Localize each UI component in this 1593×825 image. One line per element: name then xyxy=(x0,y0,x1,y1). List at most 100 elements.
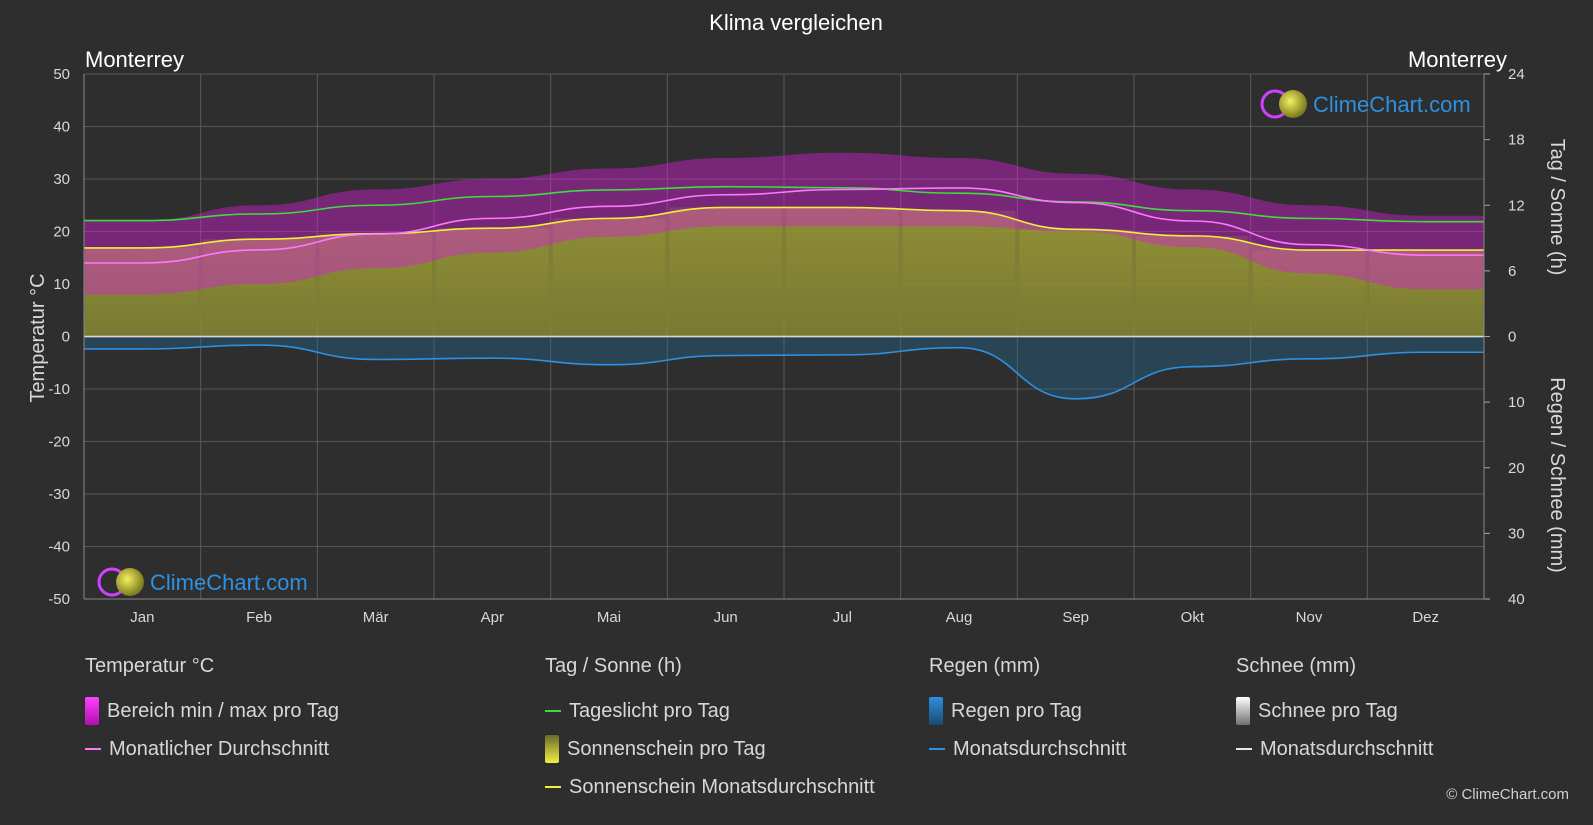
sunshine-bar xyxy=(1252,250,1366,337)
y-right-bottom-label: Regen / Schnee (mm) xyxy=(1546,377,1568,573)
y-right-bottom-tick-label: 30 xyxy=(1508,525,1525,542)
y-left-tick-label: 50 xyxy=(53,66,70,83)
rain-avg-line xyxy=(84,344,1484,400)
x-tick-label: Aug xyxy=(946,609,973,626)
legend-label: Sonnenschein Monatsdurchschnitt xyxy=(569,775,875,798)
y-left-tick-label: 40 xyxy=(53,119,70,136)
legend-label: Sonnenschein pro Tag xyxy=(567,737,766,760)
pink-line-swatch xyxy=(85,748,101,750)
location-right: Monterrey xyxy=(1408,47,1507,72)
x-tick-label: Feb xyxy=(246,609,272,626)
watermark-top-text: ClimeChart.com xyxy=(1313,92,1471,117)
chart-title: Klima vergleichen xyxy=(709,10,883,35)
y-left-tick-label: 10 xyxy=(53,276,70,293)
legend-item: Monatsdurchschnitt xyxy=(929,730,1126,768)
y-right-top-tick-label: 0 xyxy=(1508,329,1516,346)
x-tick-label: Dez xyxy=(1412,609,1439,626)
sunshine-bar xyxy=(1136,235,1249,337)
x-tick-label: Mai xyxy=(597,609,621,626)
y-right-top-tick-label: 24 xyxy=(1508,66,1525,83)
location-left: Monterrey xyxy=(85,47,184,72)
y-right-bottom-tick-label: 40 xyxy=(1508,591,1525,608)
x-tick-label: Nov xyxy=(1296,609,1323,626)
x-tick-label: Okt xyxy=(1181,609,1205,626)
legend-item: Monatsdurchschnitt xyxy=(1236,730,1433,768)
sunshine-bar xyxy=(202,239,316,337)
legend-rain-title: Regen (mm) xyxy=(929,655,1041,677)
x-tick-label: Jan xyxy=(130,609,154,626)
legend-label: Regen pro Tag xyxy=(951,699,1082,722)
legend-item: Tageslicht pro Tag xyxy=(545,692,875,730)
y-left-tick-label: 20 xyxy=(53,224,70,241)
blue-line-swatch xyxy=(929,748,945,750)
legend-rain: Regen (mm) Regen pro Tag Monatsdurchschn… xyxy=(929,655,1126,768)
y-right-top-tick-label: 12 xyxy=(1508,197,1525,214)
legend-sun: Tag / Sonne (h) Tageslicht pro Tag Sonne… xyxy=(545,655,875,806)
legend-item: Regen pro Tag xyxy=(929,692,1126,730)
chart-axes: 50 40 30 20 10 0 -10 -20 -30 -40 -50 24 18 12 6 0 10 20 30… xyxy=(48,66,1524,626)
legend-label: Monatsdurchschnitt xyxy=(1260,737,1434,760)
sunshine-avg-line xyxy=(83,206,1484,251)
temperature-avg-line xyxy=(84,187,1484,264)
x-tick-label: Sep xyxy=(1062,609,1089,626)
legend-item: Sonnenschein pro Tag xyxy=(545,730,875,768)
y-right-top-tick-label: 18 xyxy=(1508,132,1525,149)
x-tick-label: Apr xyxy=(481,609,504,626)
legend-label: Tageslicht pro Tag xyxy=(569,699,730,722)
green-line-swatch xyxy=(545,710,561,712)
y-right-top-label: Tag / Sonne (h) xyxy=(1546,139,1568,276)
y-right-bottom-tick-label: 10 xyxy=(1508,394,1525,411)
legend-temperature-title: Temperatur °C xyxy=(85,655,215,677)
chart-areas xyxy=(84,152,1484,399)
sunshine-bar xyxy=(319,233,432,337)
legend-label: Monatsdurchschnitt xyxy=(953,737,1127,760)
y-left-tick-label: -20 xyxy=(48,434,70,451)
y-left-tick-label: 0 xyxy=(62,329,70,346)
blue-bar-swatch xyxy=(929,697,943,725)
copyright: © ClimeChart.com xyxy=(1446,786,1569,803)
y-right-top-tick-label: 6 xyxy=(1508,263,1516,280)
sunshine-bar xyxy=(1019,229,1132,337)
yellow-bar-swatch xyxy=(545,735,559,763)
temperature-range-band xyxy=(84,152,1484,295)
legend-snow-title: Schnee (mm) xyxy=(1236,655,1357,677)
legend-label: Bereich min / max pro Tag xyxy=(107,699,339,722)
y-left-label: Temperatur °C xyxy=(27,273,49,402)
sunshine-bar xyxy=(1369,250,1482,337)
x-tick-label: Jun xyxy=(714,609,738,626)
yellow-line-swatch xyxy=(545,786,561,788)
legend-item: Bereich min / max pro Tag xyxy=(85,692,339,730)
legend-snow: Schnee (mm) Schnee pro Tag Monatsdurchsc… xyxy=(1236,655,1433,768)
y-left-tick-label: -50 xyxy=(48,591,70,608)
sunshine-area xyxy=(84,207,1484,337)
legend-item: Sonnenschein Monatsdurchschnitt xyxy=(545,768,875,806)
chart-lines xyxy=(83,185,1484,400)
sunshine-bar xyxy=(669,207,782,337)
x-tick-label: Jul xyxy=(833,609,852,626)
sunshine-bar xyxy=(436,228,549,337)
sunshine-bar xyxy=(552,218,666,337)
daylight-line xyxy=(84,185,1484,223)
y-left-tick-label: -30 xyxy=(48,486,70,503)
white-line-swatch xyxy=(1236,748,1252,750)
y-right-bottom-tick-label: 20 xyxy=(1508,460,1525,477)
sunshine-bar xyxy=(902,210,1016,337)
x-tick-label: Mär xyxy=(363,609,389,626)
y-left-tick-label: -10 xyxy=(48,381,70,398)
legend-label: Schnee pro Tag xyxy=(1258,699,1398,722)
sunshine-bar xyxy=(786,207,899,337)
legend-item: Monatlicher Durchschnitt xyxy=(85,730,339,768)
white-bar-swatch xyxy=(1236,697,1250,725)
legend-item: Schnee pro Tag xyxy=(1236,692,1433,730)
legend-sun-title: Tag / Sonne (h) xyxy=(545,655,682,677)
y-left-tick-label: -40 xyxy=(48,539,70,556)
legend-label: Monatlicher Durchschnitt xyxy=(109,737,330,760)
y-left-tick-label: 30 xyxy=(53,171,70,188)
magenta-bar-swatch xyxy=(85,697,99,725)
watermark-top: ClimeChart.com xyxy=(1260,89,1471,119)
watermark-bottom: ClimeChart.com xyxy=(97,567,308,597)
rain-area xyxy=(84,336,1484,399)
watermark-bottom-text: ClimeChart.com xyxy=(150,570,308,595)
legend-temperature: Temperatur °C Bereich min / max pro Tag … xyxy=(85,655,339,768)
